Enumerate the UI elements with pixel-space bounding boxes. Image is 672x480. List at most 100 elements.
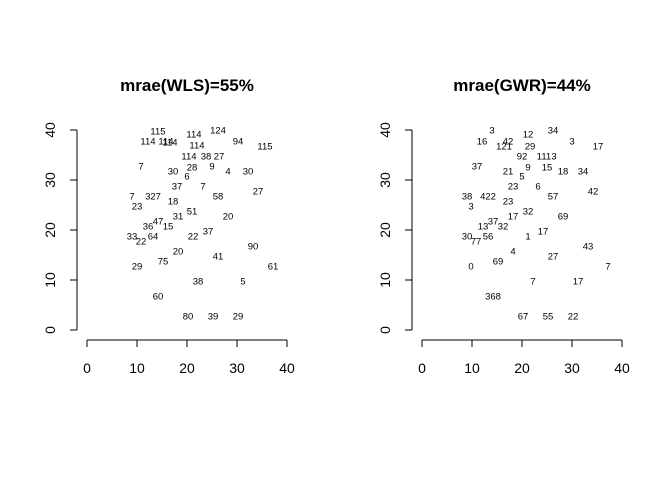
point-label: 115 bbox=[150, 127, 165, 138]
point-label: 20 bbox=[173, 247, 184, 258]
point-label: 60 bbox=[153, 292, 164, 303]
point-label: 13 bbox=[478, 222, 489, 233]
point-label: 3 bbox=[468, 202, 473, 213]
point-label: 36 bbox=[143, 222, 154, 233]
point-label: 23 bbox=[132, 202, 143, 213]
point-label: 41 bbox=[213, 252, 224, 263]
point-label: 75 bbox=[158, 257, 169, 268]
point-label: 37 bbox=[472, 162, 483, 173]
point-label: 114 bbox=[140, 137, 155, 148]
point-label: 7 bbox=[138, 162, 143, 173]
point-label: 23 bbox=[503, 197, 514, 208]
point-label: 94 bbox=[233, 137, 244, 148]
point-label: 27 bbox=[253, 187, 264, 198]
x-tick-label: 10 bbox=[464, 360, 480, 376]
point-label: 9 bbox=[525, 163, 530, 174]
point-label: 80 bbox=[183, 312, 194, 323]
point-label: 115 bbox=[257, 142, 272, 153]
point-label: 368 bbox=[485, 292, 501, 303]
point-label: 0 bbox=[468, 262, 473, 273]
y-tick-label: 30 bbox=[42, 172, 58, 188]
point-label: 3 bbox=[569, 137, 574, 148]
point-label: 51 bbox=[187, 207, 198, 218]
point-label: 114 bbox=[186, 130, 201, 141]
point-label: 37 bbox=[172, 182, 183, 193]
point-label: 64 bbox=[148, 232, 159, 243]
point-label: 4 bbox=[225, 167, 230, 178]
point-label: 21 bbox=[503, 167, 514, 178]
point-label: 69 bbox=[493, 257, 504, 268]
point-label: 42 bbox=[503, 137, 514, 148]
point-label: 17 bbox=[573, 277, 584, 288]
point-label: 37 bbox=[203, 227, 214, 238]
point-label: 42 bbox=[588, 187, 599, 198]
point-label: 114 bbox=[181, 152, 196, 163]
point-label: 7 bbox=[530, 277, 535, 288]
y-tick-label: 10 bbox=[377, 272, 393, 288]
y-tick-label: 40 bbox=[42, 122, 58, 138]
point-label: 7 bbox=[605, 262, 610, 273]
point-label: 17 bbox=[593, 142, 604, 153]
point-label: 38 bbox=[201, 152, 212, 163]
point-label: 17 bbox=[508, 212, 519, 223]
point-label: 58 bbox=[213, 192, 224, 203]
point-label: 61 bbox=[268, 262, 279, 273]
point-label: 39 bbox=[208, 312, 219, 323]
point-label: 7 bbox=[200, 182, 205, 193]
point-label: 4 bbox=[510, 247, 515, 258]
chart-title: mrae(GWR)=44% bbox=[453, 76, 590, 95]
point-label: 27 bbox=[214, 152, 225, 163]
point-label: 114 bbox=[189, 141, 204, 152]
y-tick-label: 20 bbox=[42, 222, 58, 238]
x-tick-label: 30 bbox=[229, 360, 245, 376]
point-label: 6 bbox=[184, 172, 189, 183]
point-label: 12 bbox=[523, 130, 534, 141]
point-label: 327 bbox=[145, 192, 161, 203]
y-tick-label: 30 bbox=[377, 172, 393, 188]
point-label: 27 bbox=[548, 252, 559, 263]
point-label: 22 bbox=[188, 232, 199, 243]
point-label: 3 bbox=[551, 152, 556, 163]
point-label: 7 bbox=[129, 192, 134, 203]
point-label: 1 bbox=[525, 232, 530, 243]
point-label: 57 bbox=[548, 192, 559, 203]
point-label: 29 bbox=[525, 142, 536, 153]
point-label: 33 bbox=[127, 232, 138, 243]
y-tick-label: 40 bbox=[377, 122, 393, 138]
point-label: 9 bbox=[209, 162, 214, 173]
point-label: 38 bbox=[193, 277, 204, 288]
point-label: 67 bbox=[518, 312, 529, 323]
point-label: 5 bbox=[519, 172, 524, 183]
point-label: 23 bbox=[508, 182, 519, 193]
x-tick-label: 20 bbox=[514, 360, 530, 376]
point-label: 18 bbox=[558, 167, 569, 178]
point-label: 30 bbox=[168, 167, 179, 178]
point-label: 34 bbox=[578, 167, 589, 178]
point-label: 32 bbox=[498, 222, 509, 233]
point-label: 34 bbox=[548, 126, 559, 137]
point-label: 32 bbox=[523, 207, 534, 218]
point-label: 17 bbox=[538, 227, 549, 238]
x-tick-label: 40 bbox=[614, 360, 630, 376]
y-tick-label: 0 bbox=[42, 326, 58, 334]
point-label: 15 bbox=[542, 163, 553, 174]
point-label: 77 bbox=[471, 237, 482, 248]
y-tick-label: 0 bbox=[377, 326, 393, 334]
point-label: 121 bbox=[496, 142, 512, 153]
x-tick-label: 20 bbox=[179, 360, 195, 376]
y-tick-label: 10 bbox=[42, 272, 58, 288]
x-tick-label: 10 bbox=[129, 360, 145, 376]
point-label: 31 bbox=[173, 212, 184, 223]
point-label: 43 bbox=[583, 242, 594, 253]
chart-title: mrae(WLS)=55% bbox=[120, 76, 254, 95]
point-label: 124 bbox=[210, 126, 226, 137]
x-tick-label: 0 bbox=[418, 360, 426, 376]
point-label: 30 bbox=[462, 232, 473, 243]
point-label: 15 bbox=[163, 222, 174, 233]
point-label: 29 bbox=[132, 262, 143, 273]
y-tick-label: 20 bbox=[377, 222, 393, 238]
point-label: 22 bbox=[136, 237, 147, 248]
point-label: 90 bbox=[248, 242, 259, 253]
